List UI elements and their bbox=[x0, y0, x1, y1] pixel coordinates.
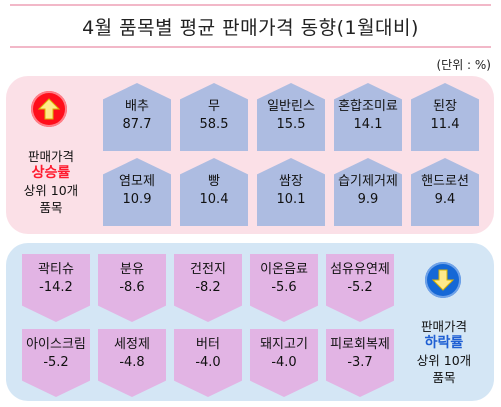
fall-item-name: 이온음료 bbox=[260, 262, 308, 277]
fall-label-line3: 상위 10개 bbox=[416, 353, 472, 368]
rise-item-card: 염모제 10.9 bbox=[103, 158, 171, 226]
fall-item-name: 아이스크림 bbox=[26, 337, 86, 352]
fall-item-name: 분유 bbox=[120, 262, 144, 277]
rise-item-card: 습기제거제 9.9 bbox=[334, 158, 402, 226]
rise-label-line4: 품목 bbox=[39, 200, 63, 215]
rise-label-line1: 판매가격 bbox=[27, 149, 74, 164]
rise-item-name: 염모제 bbox=[119, 174, 155, 189]
rise-item-value: 15.5 bbox=[276, 117, 306, 132]
fall-item-value: -8.6 bbox=[119, 280, 145, 295]
rise-item-value: 58.5 bbox=[199, 117, 229, 132]
fall-item-value: -8.2 bbox=[195, 280, 221, 295]
fall-item-name: 곽티슈 bbox=[38, 262, 74, 277]
fall-item-card: 분유 -8.6 bbox=[98, 254, 166, 322]
fall-item-name: 버터 bbox=[196, 337, 220, 352]
rise-item-card: 배추 87.7 bbox=[103, 83, 171, 151]
fall-item-value: -14.2 bbox=[39, 280, 73, 295]
fall-item-card: 곽티슈 -14.2 bbox=[22, 254, 90, 322]
fall-side-label: 판매가격 하락률 상위 10개 품목 bbox=[405, 318, 483, 386]
rise-item-name: 혼합조미료 bbox=[338, 99, 398, 114]
rise-item-card: 된장 11.4 bbox=[411, 83, 479, 151]
fall-item-card: 이온음료 -5.6 bbox=[250, 254, 318, 322]
fall-item-card: 아이스크림 -5.2 bbox=[22, 329, 90, 397]
fall-item-value: -4.0 bbox=[271, 355, 297, 370]
fall-item-name: 섬유유연제 bbox=[330, 262, 390, 277]
rise-item-card: 일반린스 15.5 bbox=[257, 83, 325, 151]
rise-item-name: 된장 bbox=[433, 99, 457, 114]
fall-label-line1: 판매가격 bbox=[420, 319, 467, 334]
fall-item-card: 건전지 -8.2 bbox=[174, 254, 242, 322]
rise-item-value: 10.4 bbox=[199, 192, 229, 207]
rise-item-card: 쌈장 10.1 bbox=[257, 158, 325, 226]
rise-item-name: 일반린스 bbox=[267, 99, 315, 114]
fall-item-card: 섬유유연제 -5.2 bbox=[326, 254, 394, 322]
fall-item-card: 돼지고기 -4.0 bbox=[250, 329, 318, 397]
rise-label-line3: 상위 10개 bbox=[23, 183, 79, 198]
fall-item-name: 피로회복제 bbox=[330, 337, 390, 352]
down-arrow-icon bbox=[425, 262, 461, 298]
fall-item-name: 돼지고기 bbox=[260, 337, 308, 352]
up-arrow-icon bbox=[31, 91, 67, 127]
rise-item-value: 11.4 bbox=[430, 117, 460, 132]
rise-item-value: 10.1 bbox=[276, 192, 306, 207]
rise-item-card: 핸드로션 9.4 bbox=[411, 158, 479, 226]
fall-label-line4: 품목 bbox=[432, 370, 456, 385]
fall-item-value: -5.6 bbox=[271, 280, 297, 295]
fall-item-value: -5.2 bbox=[347, 280, 373, 295]
rise-item-value: 9.4 bbox=[434, 192, 456, 207]
rise-item-value: 14.1 bbox=[353, 117, 383, 132]
rise-item-name: 배추 bbox=[125, 99, 149, 114]
fall-item-card: 피로회복제 -3.7 bbox=[326, 329, 394, 397]
fall-item-name: 세정제 bbox=[114, 337, 150, 352]
fall-item-value: -4.0 bbox=[195, 355, 221, 370]
title-banner: 4월 품목별 평균 판매가격 동향(1월대비) bbox=[10, 4, 491, 48]
fall-item-name: 건전지 bbox=[190, 262, 226, 277]
rise-item-name: 쌈장 bbox=[279, 174, 303, 189]
rise-item-value: 10.9 bbox=[122, 192, 152, 207]
fall-item-value: -3.7 bbox=[347, 355, 373, 370]
fall-item-card: 버터 -4.0 bbox=[174, 329, 242, 397]
rise-item-value: 9.9 bbox=[357, 192, 379, 207]
rise-item-name: 무 bbox=[208, 99, 220, 114]
rise-item-name: 빵 bbox=[208, 174, 220, 189]
rise-item-card: 빵 10.4 bbox=[180, 158, 248, 226]
fall-item-card: 세정제 -4.8 bbox=[98, 329, 166, 397]
rise-item-card: 혼합조미료 14.1 bbox=[334, 83, 402, 151]
rise-item-card: 무 58.5 bbox=[180, 83, 248, 151]
unit-label: (단위 : %) bbox=[436, 58, 491, 72]
fall-label-highlight: 하락률 bbox=[424, 335, 464, 351]
fall-item-value: -4.8 bbox=[119, 355, 145, 370]
rise-item-value: 87.7 bbox=[122, 117, 152, 132]
rise-item-name: 핸드로션 bbox=[421, 174, 469, 189]
rise-side-label: 판매가격 상승률 상위 10개 품목 bbox=[14, 148, 88, 216]
rise-label-highlight: 상승률 bbox=[31, 165, 71, 181]
rise-item-name: 습기제거제 bbox=[338, 174, 398, 189]
page-title: 4월 품목별 평균 판매가격 동향(1월대비) bbox=[82, 16, 419, 39]
fall-item-value: -5.2 bbox=[43, 355, 69, 370]
